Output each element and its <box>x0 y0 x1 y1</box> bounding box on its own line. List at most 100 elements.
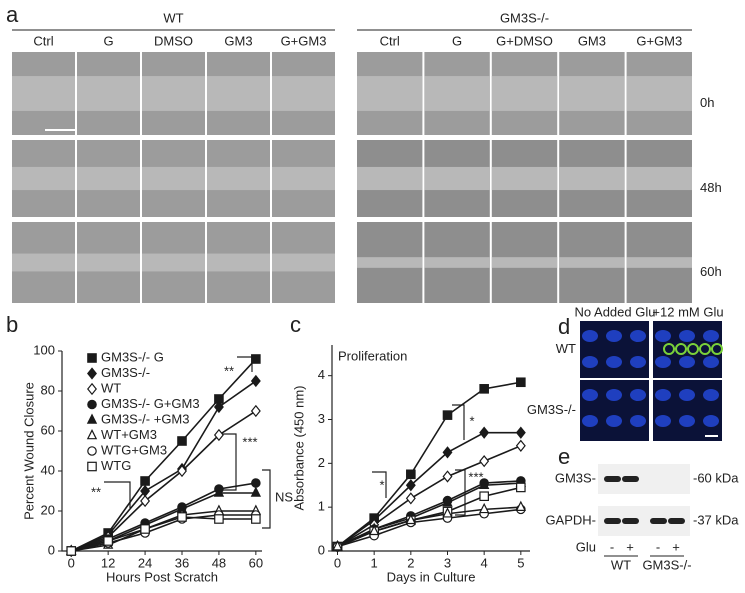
wound-area <box>272 76 335 111</box>
column-label: G <box>103 33 113 48</box>
marker <box>478 478 490 490</box>
series-line <box>71 516 256 552</box>
legend-label: WTG <box>101 458 131 473</box>
x-tick-label: 60 <box>249 555 263 570</box>
series-line <box>337 506 521 548</box>
column-label: +12 mM Glu <box>652 304 723 319</box>
nucleus <box>582 415 598 427</box>
x-axis-label: Days in Culture <box>387 569 476 584</box>
nucleus <box>679 415 695 427</box>
marker <box>140 524 150 534</box>
marker <box>87 446 97 456</box>
y-tick-label: 100 <box>33 342 55 357</box>
marker <box>213 428 224 442</box>
marker <box>442 446 453 459</box>
fluorescence-image <box>580 321 649 378</box>
y-axis-label: Absorbance (450 nm) <box>291 385 306 510</box>
wound-area <box>142 253 205 272</box>
marker <box>86 428 98 440</box>
marker <box>250 486 262 497</box>
x-tick-label: 3 <box>444 555 451 570</box>
column-label: Ctrl <box>380 33 400 48</box>
marker <box>405 513 417 525</box>
marker <box>177 436 187 446</box>
series-line <box>70 482 256 552</box>
wound-area <box>12 76 75 111</box>
annotation: NS <box>275 489 293 504</box>
row-label: 60h <box>700 264 722 279</box>
marker <box>87 461 97 472</box>
group-label: GM3S-/- <box>500 10 549 25</box>
wound-area <box>559 166 625 191</box>
annotation: * <box>379 477 384 492</box>
x-tick-label: 4 <box>481 555 488 570</box>
marker <box>177 512 187 522</box>
x-tick-label: 2 <box>407 555 414 570</box>
blot-band <box>604 476 621 482</box>
y-tick-label: 4 <box>318 367 325 382</box>
wound-area <box>559 76 625 111</box>
nucleus <box>703 356 719 368</box>
blot-band <box>622 476 639 482</box>
gm3-stain <box>663 343 675 355</box>
nucleus <box>630 389 646 401</box>
nucleus <box>679 330 695 342</box>
wound-area <box>424 76 490 111</box>
column-label: GM3 <box>224 33 252 48</box>
treatment-sign: - <box>610 539 614 554</box>
legend-label: GM3S-/- G+GM3 <box>101 396 200 411</box>
nucleus <box>655 330 671 342</box>
nucleus <box>679 356 695 368</box>
blot-band <box>622 518 639 524</box>
band-size: -37 kDa <box>693 512 739 527</box>
y-tick-label: 20 <box>41 502 55 517</box>
wound-area <box>77 76 140 111</box>
column-label: G+GM3 <box>636 33 682 48</box>
group-label: GM3S-/- <box>642 557 691 572</box>
nucleus <box>655 415 671 427</box>
wound-area <box>357 76 423 111</box>
legend-label: WT+GM3 <box>101 427 157 442</box>
series-line <box>337 445 522 548</box>
marker <box>332 540 343 551</box>
marker <box>516 377 526 388</box>
wound-area <box>272 253 335 272</box>
annotation: *** <box>468 469 483 484</box>
wound-area <box>207 166 270 191</box>
nucleus <box>655 356 671 368</box>
group-label: WT <box>611 557 631 572</box>
marker <box>515 500 527 511</box>
nucleus <box>630 415 646 427</box>
marker <box>405 492 416 505</box>
wound-area <box>77 253 140 272</box>
nucleus <box>582 389 598 401</box>
band-size: -60 kDa <box>693 470 739 485</box>
wound-area <box>491 166 558 191</box>
marker <box>406 469 416 480</box>
blot-band <box>668 518 685 524</box>
treatment-sign: - <box>656 539 660 554</box>
marker <box>516 482 526 493</box>
wound-area <box>491 76 558 111</box>
y-tick-label: 3 <box>318 411 325 426</box>
series-line <box>70 358 257 552</box>
marker <box>251 354 261 364</box>
annotation: ** <box>224 363 234 378</box>
marker <box>442 410 453 420</box>
wound-area <box>357 257 423 268</box>
marker <box>442 507 453 518</box>
panel-letter: a <box>6 2 19 27</box>
marker <box>368 524 380 536</box>
wound-area <box>626 166 692 191</box>
marker <box>478 502 490 514</box>
series-line <box>71 514 256 552</box>
blot-band <box>650 518 667 524</box>
wound-area <box>626 76 692 111</box>
y-tick-label: 40 <box>41 462 55 477</box>
column-label: No Added Glu <box>575 304 656 319</box>
gm3-stain <box>711 343 723 355</box>
x-tick-label: 12 <box>101 555 115 570</box>
marker <box>479 384 489 394</box>
series-line <box>337 482 521 548</box>
nucleus <box>703 330 719 342</box>
